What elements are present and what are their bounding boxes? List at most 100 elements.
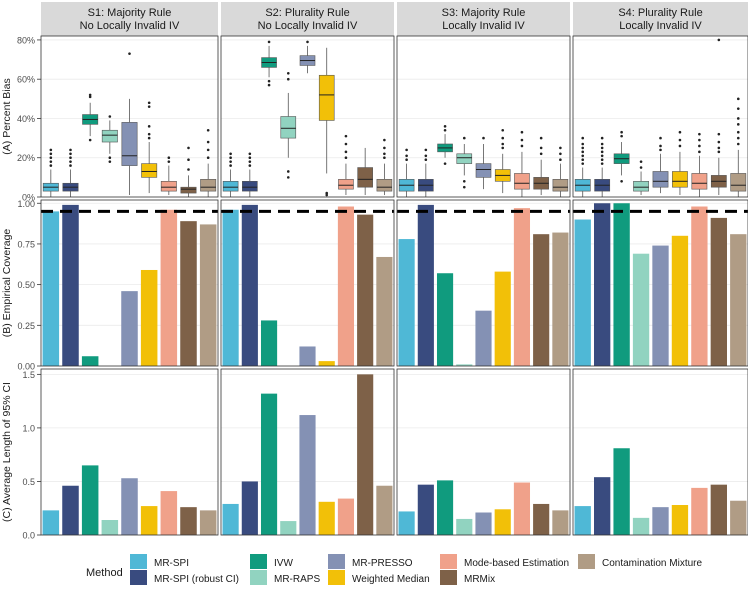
box-outlier xyxy=(286,77,290,81)
legend-key xyxy=(440,570,457,585)
box-outlier xyxy=(559,152,562,156)
legend: Method MR-SPI MR-SPI (robust CI) IVW MR-RAPS… xyxy=(86,554,702,585)
legend-key xyxy=(328,554,345,569)
bar xyxy=(376,256,393,366)
bar xyxy=(101,520,119,535)
box-outlier xyxy=(229,160,232,163)
box-iqr xyxy=(691,173,708,190)
facet-strip-label: S2: Plurality Rule xyxy=(265,7,349,19)
bar xyxy=(436,480,454,535)
box-outlier xyxy=(581,158,585,161)
box-iqr xyxy=(456,153,473,164)
bar xyxy=(199,510,217,535)
facet-strip xyxy=(573,2,748,36)
box-iqr xyxy=(101,129,118,143)
box-outlier xyxy=(698,138,701,142)
panel-A-facet-4 xyxy=(572,35,748,198)
box-outlier xyxy=(581,136,585,140)
box-outlier xyxy=(620,179,623,183)
box-outlier xyxy=(717,38,721,42)
box-outlier xyxy=(581,146,585,150)
legend-key xyxy=(250,554,267,569)
bar xyxy=(417,204,434,366)
bar xyxy=(475,310,492,366)
panel-C-facet-2 xyxy=(220,368,395,536)
box-outlier xyxy=(639,166,643,169)
box-outlier xyxy=(559,158,562,161)
facet-strip xyxy=(221,2,394,36)
box-outlier xyxy=(49,164,53,167)
box-outlier xyxy=(462,136,466,140)
bar xyxy=(710,217,727,366)
panel-border xyxy=(220,199,395,367)
bar xyxy=(730,500,747,535)
box-outlier xyxy=(600,146,604,150)
box-outlier xyxy=(108,156,112,160)
box-outlier xyxy=(187,158,190,161)
box-iqr xyxy=(672,171,688,188)
panel-C-facet-3 xyxy=(396,368,571,536)
box-outlier xyxy=(698,150,701,154)
box-iqr xyxy=(160,180,177,192)
bar xyxy=(632,253,650,366)
box-outlier xyxy=(620,134,623,138)
panel-border xyxy=(40,35,219,198)
panel-B-facet-1 xyxy=(40,199,219,367)
bar xyxy=(180,221,197,366)
box-outlier xyxy=(69,160,72,163)
box-outlier xyxy=(147,101,151,105)
box-outlier xyxy=(559,146,562,150)
bar xyxy=(533,234,550,366)
box-outlier xyxy=(128,52,131,55)
box-outlier xyxy=(443,162,447,165)
y-tick-label: 0.50 xyxy=(17,280,35,290)
legend-key xyxy=(578,554,595,569)
bar xyxy=(81,356,99,366)
bar xyxy=(222,503,239,535)
box-outlier xyxy=(248,156,252,160)
bar xyxy=(280,521,297,535)
box-outlier xyxy=(678,144,682,148)
bar xyxy=(632,517,650,535)
facet-strip-label: Locally Invalid IV xyxy=(619,20,702,32)
box-outlier xyxy=(248,160,252,163)
y-tick-label: 0% xyxy=(22,193,35,203)
bar xyxy=(494,271,511,366)
box-iqr xyxy=(552,179,569,192)
box-outlier xyxy=(424,158,428,161)
box-outlier xyxy=(424,154,428,158)
bar xyxy=(652,245,669,366)
legend-key xyxy=(250,570,267,585)
box-outlier xyxy=(206,128,210,132)
box-outlier xyxy=(88,95,92,99)
box-outlier xyxy=(383,156,386,160)
box-iqr xyxy=(730,173,747,192)
bar xyxy=(241,481,258,535)
box-outlier xyxy=(600,150,604,154)
box-outlier xyxy=(88,138,92,142)
bar xyxy=(613,203,630,366)
box-iqr xyxy=(633,180,649,192)
bar xyxy=(456,364,473,366)
bar xyxy=(652,507,669,535)
bar xyxy=(475,512,492,535)
bar xyxy=(594,477,611,535)
bar xyxy=(42,510,60,535)
box-outlier xyxy=(600,136,604,140)
box-iqr xyxy=(121,122,138,166)
box-outlier xyxy=(581,154,585,158)
box-iqr xyxy=(318,74,335,121)
bar xyxy=(594,203,611,366)
box-outlier xyxy=(206,156,210,160)
box-outlier xyxy=(49,160,53,163)
box-iqr xyxy=(376,179,393,192)
box-outlier xyxy=(736,97,740,101)
facet-strip-label: S3: Majority Rule xyxy=(442,7,526,19)
box-outlier xyxy=(147,105,151,108)
bar xyxy=(318,361,335,366)
box-outlier xyxy=(286,170,290,173)
box-outlier xyxy=(717,150,721,154)
bar xyxy=(121,291,138,366)
box-outlier xyxy=(306,40,309,44)
box-outlier xyxy=(717,140,721,144)
